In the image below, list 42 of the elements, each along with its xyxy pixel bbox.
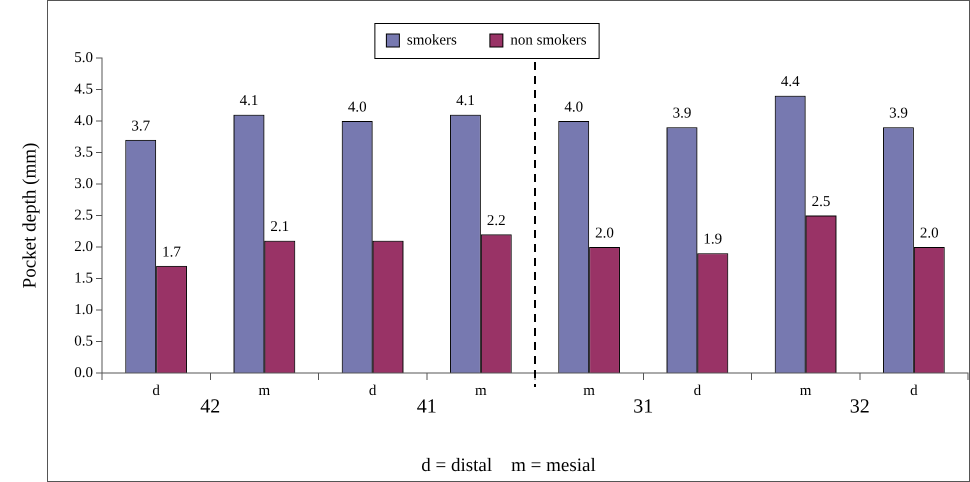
y-tick-label: 0.5 (74, 333, 93, 350)
x-tick-label: m (800, 382, 812, 399)
x-tick-label: m (258, 382, 271, 399)
y-tick-label: 3.5 (74, 144, 93, 160)
x-tick-label: m (583, 382, 596, 399)
y-tick-label: 1.5 (74, 270, 93, 286)
text: 42 (200, 395, 220, 418)
legend-label: smokers (406, 32, 458, 48)
legend-label: non smokers (510, 32, 587, 48)
x-tick-label: d (152, 382, 160, 399)
data-label: 3.9 (672, 106, 692, 122)
data-label: 4.0 (564, 99, 584, 116)
text: d = distal m = mesial (421, 454, 596, 476)
data-label: 1.9 (703, 232, 722, 248)
data-label: 2.1 (270, 219, 290, 236)
data-label: 2.0 (920, 225, 939, 242)
y-tick-label: 4.0 (74, 112, 93, 129)
text: 41 (416, 395, 437, 418)
x-tick-label: d (368, 382, 377, 399)
data-label: 4.1 (240, 93, 258, 110)
data-label: 4.1 (456, 93, 475, 110)
data-label: 3.9 (889, 106, 908, 122)
x-tick-label: d (694, 382, 702, 399)
x-tick-label: d (910, 382, 918, 399)
data-label: 4.4 (780, 74, 800, 90)
y-tick-label: 3.0 (74, 176, 93, 192)
data-label: 2.2 (486, 212, 506, 229)
data-label: 2.5 (812, 194, 830, 210)
y-tick-label: 1.0 (74, 302, 93, 318)
text: 31 (633, 395, 654, 418)
y-tick-label: 2.0 (74, 238, 93, 255)
y-tick-label: 5.0 (74, 50, 93, 66)
y-tick-label: 4.5 (74, 81, 93, 98)
y-tick-label: 0.0 (74, 364, 93, 381)
data-label: 2.0 (595, 225, 614, 242)
y-tick-label: 2.5 (74, 207, 93, 224)
data-label: 4.0 (348, 99, 367, 116)
data-label: 1.7 (162, 244, 182, 260)
data-label: 3.7 (131, 118, 151, 134)
x-tick-label: m (475, 382, 488, 399)
text: 32 (850, 395, 870, 418)
y-axis-title: Pocket depth (mm) (19, 142, 40, 288)
